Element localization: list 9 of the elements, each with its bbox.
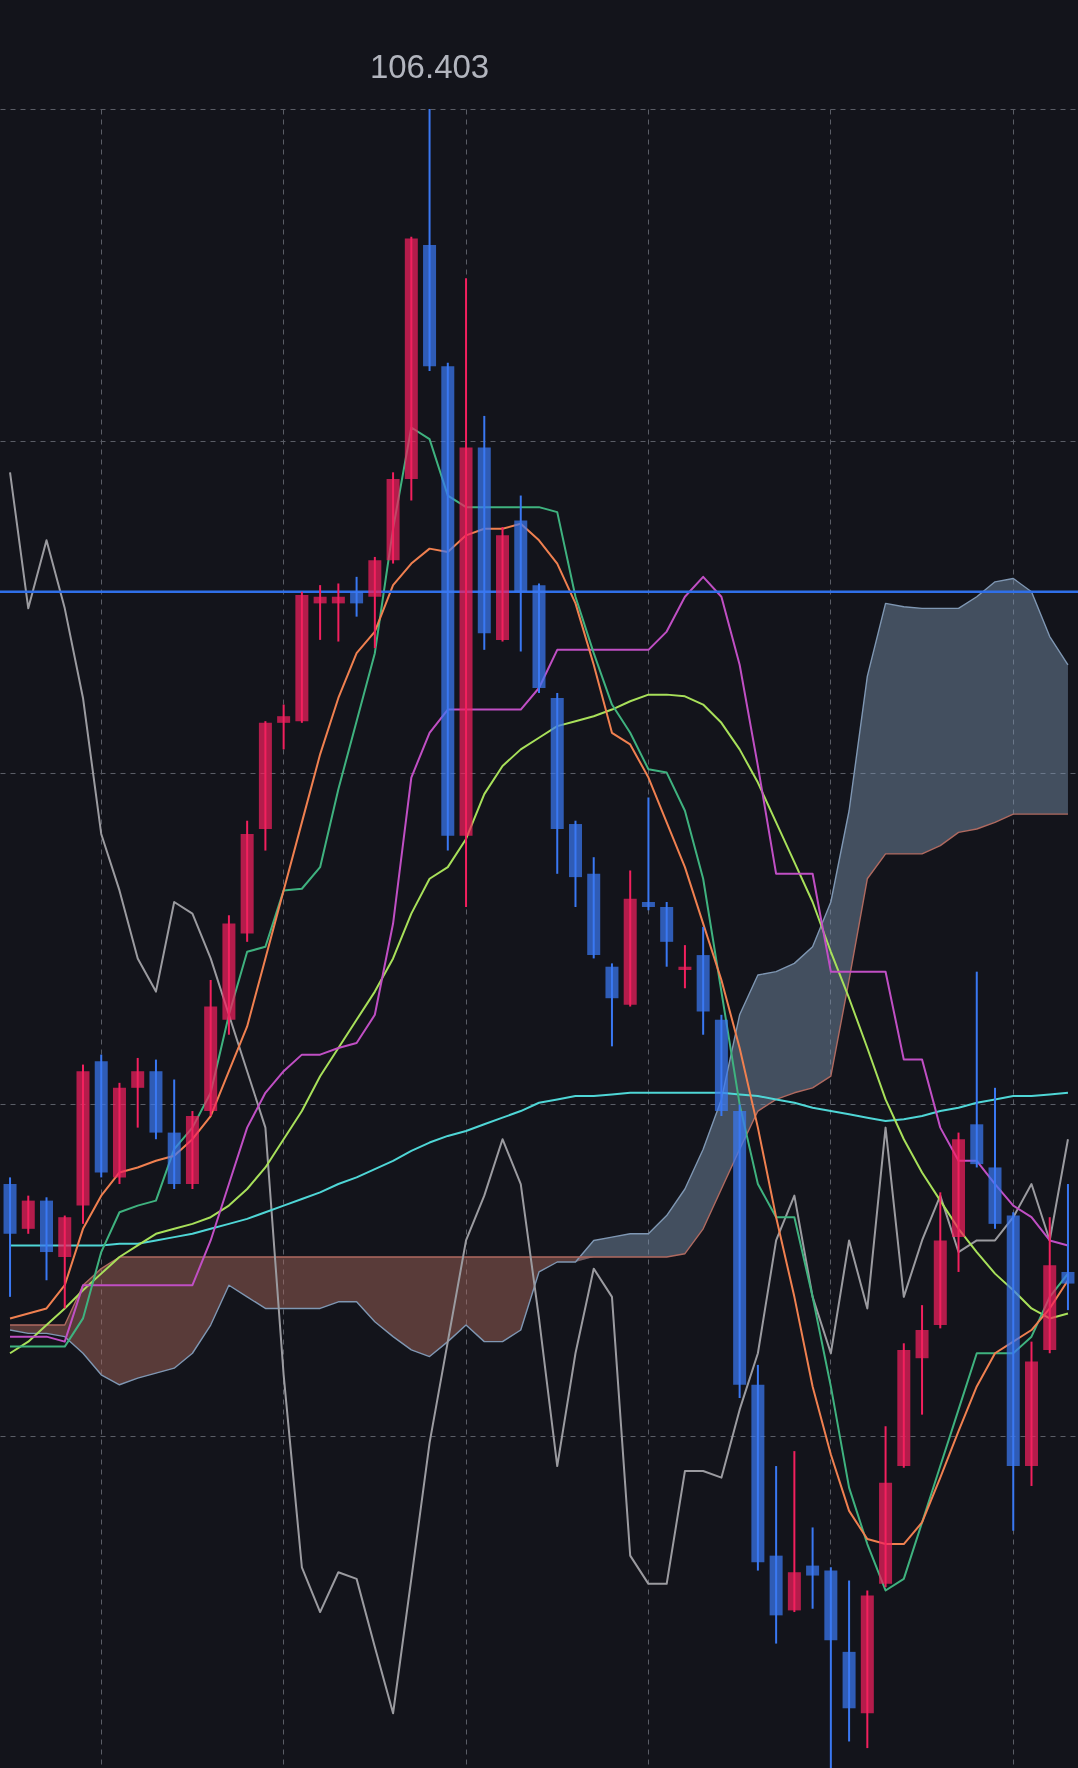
candlestick [678, 944, 692, 990]
candlestick [277, 703, 291, 751]
candlestick [806, 1526, 820, 1610]
candlestick [1061, 1183, 1075, 1312]
candlestick [131, 1056, 145, 1129]
text: 106.403 [369, 48, 490, 85]
candlestick [641, 796, 655, 912]
candlestick [331, 582, 345, 643]
candlestick [313, 584, 327, 641]
